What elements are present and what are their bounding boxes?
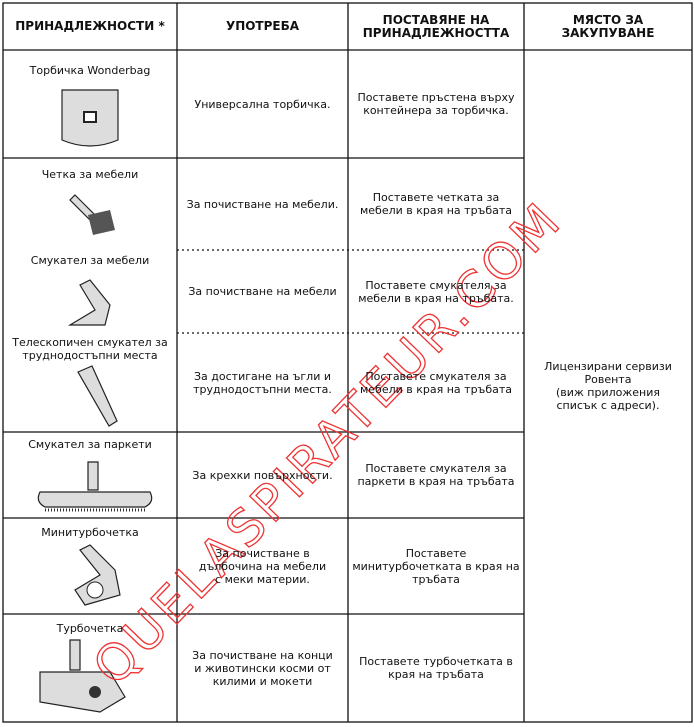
purchase-cell: Лицензирани сервизи Ровента (виж приложе…: [544, 360, 672, 412]
accessory-name: Турбочетка: [56, 622, 124, 635]
use-cell: За крехки повърхности.: [192, 468, 333, 482]
icon-wonderbag: [61, 89, 119, 147]
accessory-name: Торбичка Wonderbag: [29, 64, 151, 77]
placement-cell: Поставете турбочетката в края на тръбата: [359, 655, 513, 681]
header-cell: МЯСТО ЗА ЗАКУПУВАНЕ: [561, 12, 655, 40]
accessory-name: Четка за мебели: [41, 168, 139, 181]
icon-crevice: [77, 365, 118, 427]
accessory-name: Телескопичен смукател за труднодостъпни …: [12, 336, 168, 362]
icon-miniturbo: [74, 544, 121, 606]
placement-cell: Поставете смукателя за мебели в края на …: [358, 278, 514, 305]
icon-turbo: [39, 639, 126, 713]
use-cell: За почистване на мебели.: [186, 197, 339, 211]
use-cell: За почистване на конци и животински косм…: [192, 648, 333, 688]
use-cell: Универсална торбичка.: [194, 97, 331, 111]
use-cell: За почистване на мебели: [188, 285, 337, 298]
use-cell: За почистване в дълбочина на мебели с ме…: [198, 546, 327, 586]
accessory-name: Минитурбочетка: [41, 526, 139, 539]
icon-brush: [69, 194, 115, 235]
use-cell: За достигане на ъгли и труднодостъпни ме…: [193, 369, 332, 396]
placement-cell: Поставете пръстена върху контейнера за т…: [357, 91, 515, 117]
header-cell: ПОСТАВЯНЕ НА ПРИНАДЛЕЖНОСТТА: [362, 12, 510, 40]
placement-cell: Поставете смукателя за мебели в края на …: [359, 369, 513, 396]
placement-cell: Поставете четката за мебели в края на тр…: [359, 191, 513, 217]
accessory-name: Смукател за паркети: [28, 438, 152, 451]
header-cell: УПОТРЕБА: [225, 19, 300, 33]
accessory-name: Смукател за мебели: [30, 254, 150, 267]
header-cell: ПРИНАДЛЕЖНОСТИ *: [15, 19, 165, 33]
placement-cell: Поставете смукателя за паркети в края на…: [357, 462, 515, 488]
icon-upholstery: [67, 279, 111, 326]
placement-cell: Поставете минитурбочетката в края на тръ…: [352, 546, 520, 586]
icon-parquet: [37, 461, 153, 512]
